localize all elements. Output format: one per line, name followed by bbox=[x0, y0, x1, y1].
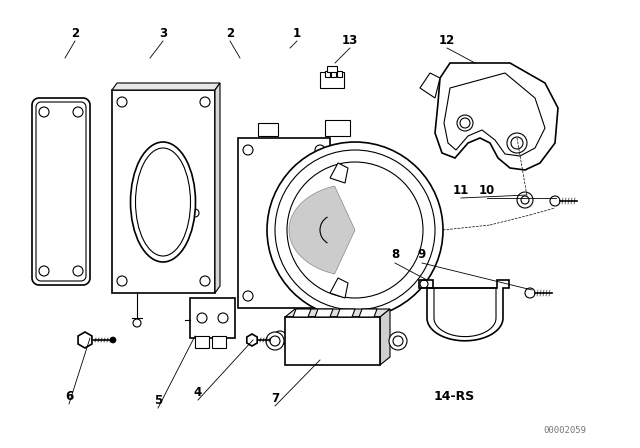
Polygon shape bbox=[112, 83, 220, 90]
Text: 7: 7 bbox=[271, 392, 279, 405]
Circle shape bbox=[133, 319, 141, 327]
Polygon shape bbox=[247, 334, 257, 346]
Text: 2: 2 bbox=[226, 26, 234, 39]
Circle shape bbox=[389, 332, 407, 350]
Text: 3: 3 bbox=[159, 26, 167, 39]
Bar bbox=[337, 71, 342, 77]
Circle shape bbox=[315, 145, 325, 155]
Circle shape bbox=[457, 115, 473, 131]
Polygon shape bbox=[315, 309, 333, 317]
Text: 5: 5 bbox=[154, 393, 162, 406]
Polygon shape bbox=[190, 298, 235, 338]
Circle shape bbox=[314, 325, 324, 335]
Circle shape bbox=[243, 145, 253, 155]
Text: 8: 8 bbox=[391, 249, 399, 262]
Bar bbox=[331, 71, 336, 77]
Polygon shape bbox=[195, 336, 209, 348]
Polygon shape bbox=[215, 83, 220, 293]
Circle shape bbox=[517, 192, 533, 208]
Polygon shape bbox=[330, 163, 348, 183]
Polygon shape bbox=[380, 309, 390, 365]
Text: 6: 6 bbox=[65, 389, 73, 402]
Circle shape bbox=[267, 142, 443, 318]
Text: 14-RS: 14-RS bbox=[434, 390, 475, 403]
Polygon shape bbox=[359, 309, 377, 317]
Text: 13: 13 bbox=[342, 34, 358, 47]
Circle shape bbox=[525, 288, 535, 298]
Circle shape bbox=[315, 291, 325, 301]
Circle shape bbox=[243, 291, 253, 301]
Ellipse shape bbox=[131, 142, 195, 262]
Polygon shape bbox=[325, 120, 350, 136]
Circle shape bbox=[507, 133, 527, 153]
Polygon shape bbox=[289, 186, 355, 274]
Polygon shape bbox=[258, 123, 278, 136]
Polygon shape bbox=[285, 317, 380, 365]
Circle shape bbox=[110, 337, 116, 343]
Text: 12: 12 bbox=[439, 34, 455, 47]
Polygon shape bbox=[212, 336, 226, 348]
Polygon shape bbox=[78, 332, 92, 348]
Polygon shape bbox=[320, 72, 344, 88]
Circle shape bbox=[200, 276, 210, 286]
Circle shape bbox=[550, 196, 560, 206]
Polygon shape bbox=[238, 138, 330, 308]
Text: 4: 4 bbox=[194, 385, 202, 399]
Text: 9: 9 bbox=[418, 249, 426, 262]
Polygon shape bbox=[435, 63, 558, 170]
Polygon shape bbox=[337, 309, 355, 317]
Circle shape bbox=[273, 331, 287, 345]
Polygon shape bbox=[419, 280, 509, 341]
Bar bbox=[325, 71, 330, 77]
Polygon shape bbox=[285, 309, 390, 317]
Polygon shape bbox=[32, 98, 90, 285]
Circle shape bbox=[117, 97, 127, 107]
Text: 1: 1 bbox=[293, 26, 301, 39]
Circle shape bbox=[117, 276, 127, 286]
Polygon shape bbox=[330, 278, 348, 298]
Bar bbox=[327, 66, 337, 72]
Text: 10: 10 bbox=[479, 184, 495, 197]
Text: 00002059: 00002059 bbox=[543, 426, 586, 435]
Polygon shape bbox=[313, 310, 325, 328]
Polygon shape bbox=[112, 90, 215, 293]
Polygon shape bbox=[293, 309, 311, 317]
Circle shape bbox=[266, 332, 284, 350]
Circle shape bbox=[200, 97, 210, 107]
Text: 2: 2 bbox=[71, 26, 79, 39]
Polygon shape bbox=[420, 73, 440, 98]
Text: 11: 11 bbox=[453, 184, 469, 197]
Polygon shape bbox=[330, 310, 336, 323]
